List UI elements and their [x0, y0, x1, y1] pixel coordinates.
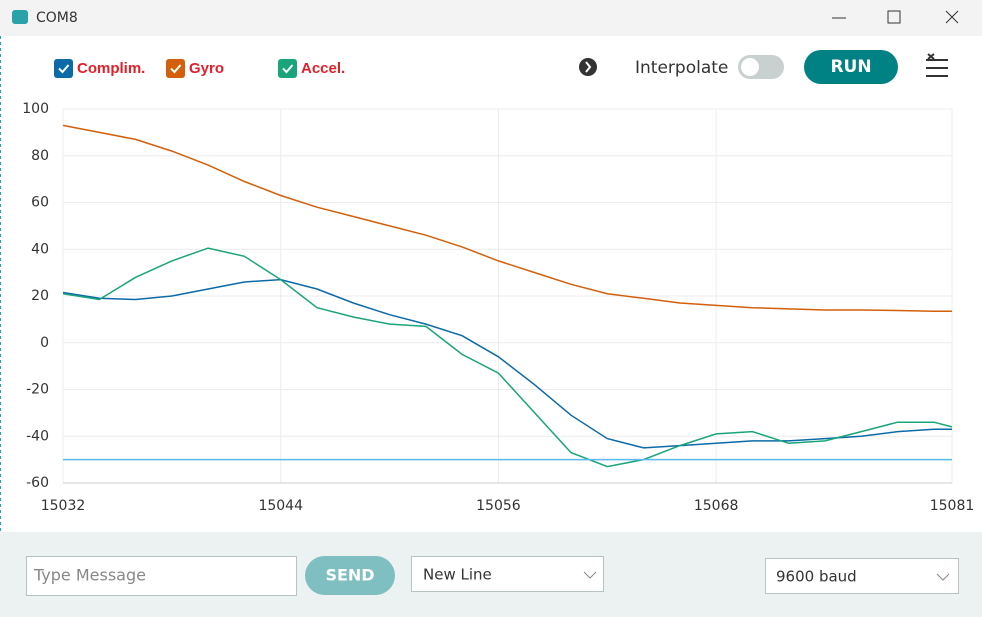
legend-label: Gyro [189, 60, 224, 77]
check-mark [282, 64, 294, 74]
y-tick-label: 20 [31, 288, 49, 304]
interpolate-label: Interpolate [635, 58, 728, 78]
title-bar [0, 0, 982, 36]
check-mark [58, 64, 70, 74]
clear-icon[interactable] [926, 53, 948, 77]
y-tick-label: 40 [31, 241, 49, 257]
line-ending-label: New Line [423, 566, 492, 584]
expand-icon [585, 61, 592, 73]
y-tick-label: -20 [26, 382, 49, 398]
x-tick-label: 15032 [41, 498, 86, 514]
send-label: SEND [325, 566, 374, 585]
check-mark [170, 64, 182, 74]
x-tick-label: 15044 [258, 498, 303, 514]
expand-button[interactable] [579, 58, 597, 76]
series-line [62, 124, 952, 312]
y-tick-label: 80 [31, 148, 49, 164]
y-tick-label: 60 [31, 195, 49, 211]
legend-checkbox[interactable] [54, 59, 73, 78]
close[interactable] [945, 10, 959, 24]
run-button[interactable] [804, 50, 898, 84]
series-line [62, 247, 953, 468]
toggle-knob [741, 58, 759, 76]
baud-label: 9600 baud [776, 568, 857, 586]
legend-checkbox[interactable] [278, 59, 297, 78]
legend-label: Accel. [301, 60, 345, 77]
message-input[interactable] [26, 556, 297, 596]
x-tick-label: 15056 [476, 498, 521, 514]
maximize[interactable] [887, 10, 901, 24]
y-tick-label: -60 [26, 475, 49, 491]
send-button[interactable] [305, 556, 395, 595]
series-line [62, 278, 952, 449]
chevron [583, 571, 597, 579]
run-label: RUN [830, 57, 871, 77]
y-tick-label: -40 [26, 428, 49, 444]
x-tick-label: 15081 [930, 498, 975, 514]
legend-checkbox[interactable] [166, 59, 185, 78]
baud-select[interactable] [765, 558, 959, 594]
y-tick-label: 100 [22, 101, 49, 117]
chevron [936, 573, 950, 581]
window-title: COM8 [36, 10, 78, 26]
app-icon [12, 10, 28, 24]
legend-label: Complim. [77, 60, 145, 77]
x-tick-label: 15068 [694, 498, 739, 514]
message-placeholder: Type Message [33, 566, 146, 585]
y-tick-label: 0 [40, 335, 49, 351]
line-ending-select[interactable] [411, 556, 604, 592]
